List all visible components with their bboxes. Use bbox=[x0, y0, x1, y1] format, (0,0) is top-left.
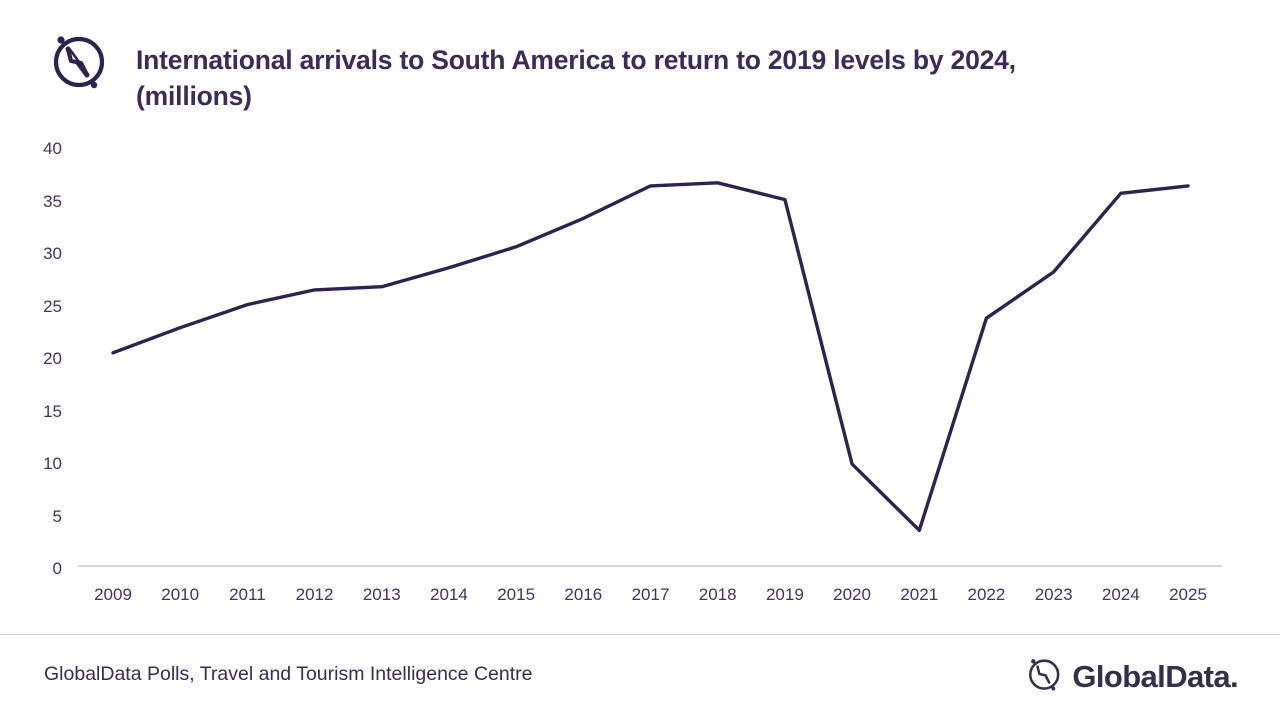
y-tick-label: 15 bbox=[43, 402, 62, 421]
x-tick-label: 2019 bbox=[765, 585, 804, 604]
x-tick-label: 2015 bbox=[497, 585, 536, 604]
x-tick-label: 2013 bbox=[362, 585, 401, 604]
y-tick-label: 20 bbox=[43, 349, 62, 368]
x-tick-label: 2022 bbox=[967, 585, 1006, 604]
x-tick-label: 2023 bbox=[1034, 585, 1073, 604]
x-tick-label: 2024 bbox=[1101, 585, 1140, 604]
x-tick-label: 2018 bbox=[698, 585, 737, 604]
x-tick-label: 2010 bbox=[161, 585, 200, 604]
chart-plot-area: 40 35 30 25 20 15 10 5 0 2009 2010 2011 201… bbox=[0, 128, 1280, 628]
x-tick-label: 2021 bbox=[900, 585, 939, 604]
footer-logo: GlobalData. bbox=[1023, 654, 1239, 699]
y-tick-label: 40 bbox=[43, 139, 62, 158]
y-tick-label: 30 bbox=[43, 244, 62, 263]
x-tick-label: 2016 bbox=[564, 585, 603, 604]
y-tick-label: 0 bbox=[52, 559, 62, 578]
x-tick-label: 2014 bbox=[430, 585, 468, 604]
x-tick-label: 2011 bbox=[229, 585, 266, 604]
y-tick-label: 10 bbox=[43, 454, 62, 473]
page-title: International arrivals to South America … bbox=[136, 45, 1016, 111]
footer-divider bbox=[0, 634, 1280, 635]
y-tick-label: 25 bbox=[43, 297, 62, 316]
globaldata-mark-icon bbox=[44, 28, 110, 94]
y-tick-label: 5 bbox=[52, 507, 62, 526]
x-tick-label: 2017 bbox=[631, 585, 670, 604]
x-tick-label: 2025 bbox=[1169, 585, 1207, 604]
x-tick-label: 2009 bbox=[94, 585, 132, 604]
x-tick-label: 2012 bbox=[295, 585, 334, 604]
y-tick-label: 35 bbox=[43, 192, 62, 211]
chart-header: International arrivals to South America … bbox=[0, 0, 1280, 128]
globaldata-mark-icon bbox=[1023, 654, 1063, 699]
footer-logo-text: GlobalData. bbox=[1072, 658, 1238, 694]
chart-svg bbox=[78, 181, 1222, 567]
x-tick-label: 2020 bbox=[833, 585, 871, 604]
source-note: GlobalData Polls, Travel and Tourism Int… bbox=[44, 663, 533, 685]
data-series-line bbox=[111, 181, 1190, 532]
